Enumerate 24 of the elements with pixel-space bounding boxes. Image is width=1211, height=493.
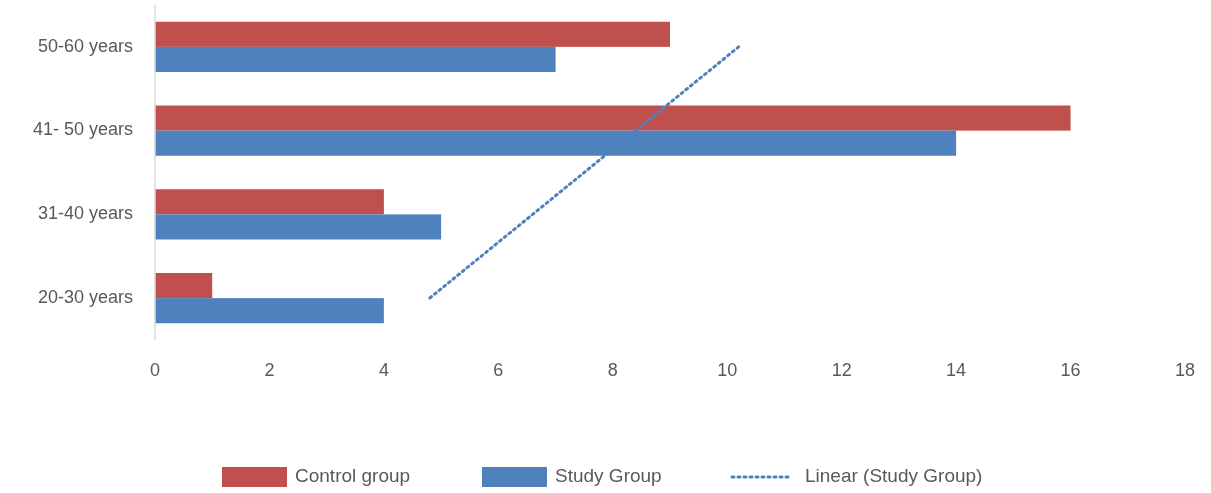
legend-label: Study Group <box>555 465 662 487</box>
x-tick-label: 6 <box>493 360 504 380</box>
y-tick-label: 31-40 years <box>37 203 133 224</box>
legend-label: Control group <box>295 465 411 487</box>
bar <box>155 298 384 324</box>
bar <box>155 189 384 215</box>
bar <box>155 46 556 72</box>
x-tick-label: 0 <box>149 360 161 380</box>
x-tick-label: 18 <box>1174 360 1196 380</box>
x-tick-label: 16 <box>1060 360 1081 380</box>
bar <box>155 21 670 47</box>
x-tick-label: 14 <box>946 360 967 380</box>
bar <box>155 105 1071 131</box>
x-tick-label: 4 <box>378 360 389 380</box>
x-tick-label: 10 <box>717 360 738 380</box>
x-tick-label: 2 <box>264 360 275 380</box>
bar <box>155 214 442 240</box>
y-tick-label: 41- 50 years <box>32 119 133 140</box>
x-tick-label: 12 <box>831 360 852 380</box>
y-tick-label: 20-30 years <box>37 286 133 307</box>
y-tick-label: 50-60 years <box>37 35 133 56</box>
x-tick-label: 8 <box>607 360 618 380</box>
legend-label: Linear (Study Group) <box>805 465 983 487</box>
bar <box>155 273 213 299</box>
